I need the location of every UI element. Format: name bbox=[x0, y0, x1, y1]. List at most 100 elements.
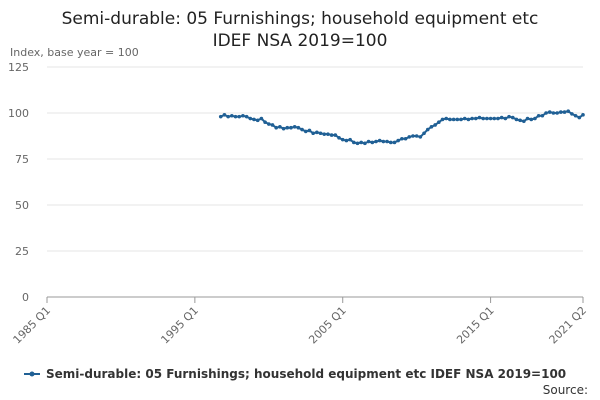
source: Source: bbox=[543, 383, 588, 397]
x-tick-label: 1985 Q1 bbox=[11, 304, 54, 347]
data-point bbox=[547, 110, 552, 114]
y-tick-label: 125 bbox=[8, 61, 29, 74]
data-point bbox=[459, 117, 463, 122]
data-point bbox=[244, 114, 249, 119]
data-point bbox=[503, 116, 508, 121]
data-point bbox=[248, 116, 253, 121]
data-point bbox=[241, 113, 245, 118]
data-point bbox=[400, 136, 404, 141]
data-point bbox=[418, 135, 423, 139]
y-tick-label: 0 bbox=[22, 291, 29, 304]
data-point bbox=[259, 116, 264, 121]
data-point bbox=[499, 115, 504, 120]
data-point bbox=[444, 116, 449, 121]
data-point bbox=[559, 110, 563, 114]
data-point bbox=[566, 109, 571, 113]
data-point bbox=[263, 120, 267, 124]
data-point bbox=[388, 140, 393, 145]
data-point bbox=[510, 115, 515, 120]
data-point bbox=[481, 116, 485, 121]
data-point bbox=[329, 133, 334, 137]
legend-marker bbox=[29, 371, 35, 377]
x-tick-label: 2005 Q1 bbox=[306, 304, 349, 347]
data-point bbox=[518, 118, 522, 123]
data-point bbox=[237, 114, 242, 119]
data-point bbox=[315, 130, 319, 135]
data-point bbox=[562, 110, 567, 114]
data-point bbox=[581, 113, 585, 117]
data-point bbox=[266, 122, 271, 126]
data-point bbox=[226, 114, 230, 119]
data-point bbox=[492, 116, 497, 121]
data-point bbox=[570, 112, 574, 116]
data-point bbox=[573, 113, 578, 118]
data-point bbox=[374, 139, 378, 144]
x-tick-label: 2021 Q2 bbox=[547, 304, 590, 347]
data-point bbox=[303, 129, 308, 134]
data-point bbox=[496, 116, 500, 121]
data-point bbox=[307, 128, 312, 133]
legend-label: Semi-durable: 05 Furnishings; household … bbox=[46, 367, 566, 381]
data-point bbox=[340, 137, 345, 142]
data-point bbox=[440, 117, 445, 122]
data-point bbox=[326, 132, 330, 136]
x-tick-label: 1995 Q1 bbox=[158, 304, 201, 347]
data-point bbox=[222, 113, 227, 117]
y-tick-label: 50 bbox=[15, 199, 29, 212]
data-point bbox=[477, 115, 482, 120]
data-point bbox=[514, 117, 519, 122]
data-point bbox=[536, 113, 541, 118]
data-point bbox=[292, 125, 297, 129]
data-point bbox=[355, 141, 360, 146]
data-point bbox=[448, 117, 452, 122]
data-point bbox=[230, 113, 234, 118]
data-point bbox=[218, 114, 223, 119]
data-point bbox=[551, 111, 556, 115]
y-tick-label: 100 bbox=[8, 107, 29, 120]
data-point bbox=[278, 125, 282, 129]
data-point bbox=[577, 115, 582, 120]
data-point bbox=[533, 116, 537, 121]
data-point bbox=[455, 117, 460, 122]
data-point bbox=[466, 117, 471, 122]
data-point bbox=[437, 120, 441, 124]
data-point bbox=[322, 132, 327, 136]
data-point bbox=[407, 135, 412, 139]
data-point bbox=[274, 125, 278, 130]
data-point bbox=[392, 140, 397, 145]
data-point bbox=[396, 138, 400, 143]
data-point bbox=[352, 140, 356, 145]
data-point bbox=[470, 116, 474, 121]
y-tick-label: 75 bbox=[15, 153, 29, 166]
data-point bbox=[344, 138, 349, 143]
y-axis-label: Index, base year = 100 bbox=[10, 46, 139, 59]
data-point bbox=[422, 131, 426, 136]
data-point bbox=[255, 118, 260, 123]
data-point bbox=[414, 134, 419, 138]
data-point bbox=[270, 123, 275, 127]
data-point bbox=[488, 116, 493, 121]
data-point bbox=[281, 126, 286, 131]
chart-title: Semi-durable: 05 Furnishings; household … bbox=[62, 9, 539, 29]
data-point bbox=[544, 111, 548, 115]
data-point bbox=[363, 141, 367, 146]
data-point bbox=[485, 116, 489, 121]
data-point bbox=[425, 127, 430, 132]
data-point bbox=[370, 140, 375, 145]
x-tick-label: 2015 Q1 bbox=[454, 304, 497, 347]
data-point bbox=[411, 134, 415, 138]
data-point bbox=[366, 139, 371, 144]
data-point bbox=[433, 123, 437, 127]
data-point bbox=[337, 136, 341, 140]
data-point bbox=[403, 136, 408, 141]
data-point bbox=[359, 140, 364, 145]
data-point bbox=[451, 117, 456, 122]
data-point bbox=[252, 117, 256, 122]
data-point bbox=[507, 114, 511, 119]
data-point bbox=[474, 116, 478, 121]
data-point bbox=[525, 116, 530, 121]
data-point bbox=[311, 131, 315, 136]
data-point bbox=[381, 139, 386, 144]
